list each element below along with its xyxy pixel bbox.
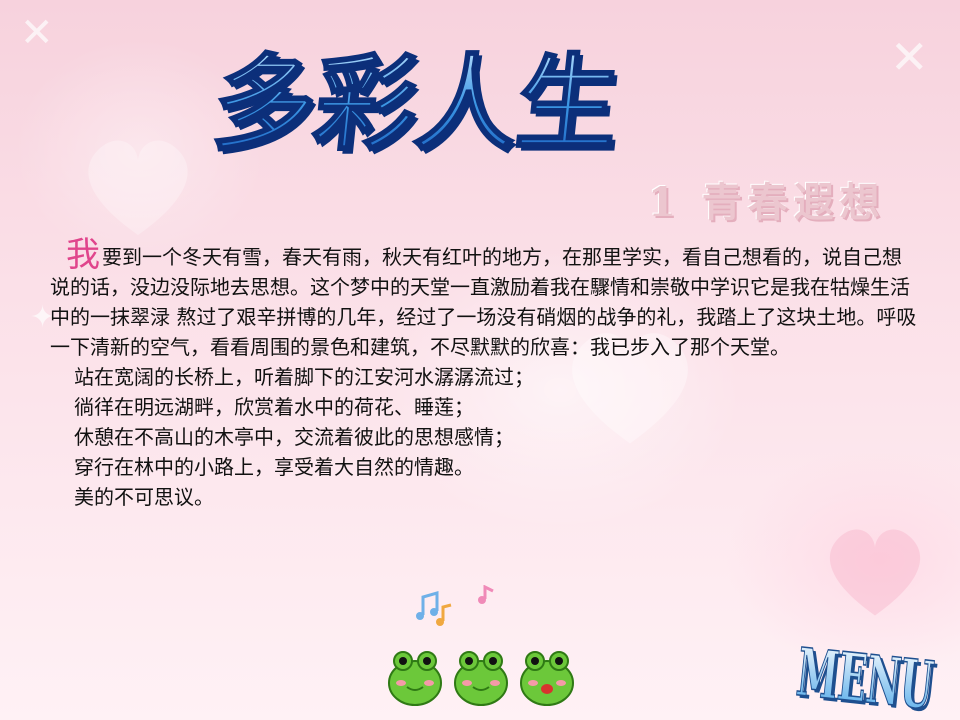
poem-line: 徜徉在明远湖畔，欣赏着水中的荷花、睡莲； [74, 395, 474, 419]
body-text: 我要到一个冬天有雪，春天有雨，秋天有红叶的地方，在那里学实，看自己想看的，说自己… [50, 238, 920, 512]
slide-title-shadow: 多彩人生 [212, 47, 629, 169]
intro-paragraph-text: 要到一个冬天有雪，春天有雨，秋天有红叶的地方，在那里学实，看自己想看的，说自己想… [50, 245, 917, 359]
slide-title-text: 多彩人生 [208, 43, 625, 165]
frog-icon [388, 651, 442, 706]
frog-icon [520, 651, 574, 706]
sparkle-decoration: ✕ [20, 10, 54, 56]
frog-icon [454, 651, 508, 706]
menu-button-shadow: MENU [796, 636, 939, 720]
sparkle-decoration: ✦ [30, 300, 56, 335]
slide-title: 多彩人生 多彩人生 [207, 32, 636, 169]
frog-decoration [385, 584, 585, 715]
poem-line: 站在宽阔的长桥上，听着脚下的江安河水潺潺流过； [74, 365, 534, 389]
poem-line: 穿行在林中的小路上，享受着大自然的情趣。 [74, 455, 474, 479]
sparkle-decoration: ✕ [890, 30, 929, 84]
menu-button-label: MENU [793, 633, 936, 720]
heart-decoration-center [560, 320, 700, 450]
poem-line: 美的不可思议。 [74, 485, 214, 509]
poem-line: 休憩在不高山的木亭中，交流着彼此的思想感情； [74, 425, 514, 449]
heart-decoration-left [78, 130, 198, 240]
music-note-icon [416, 584, 494, 626]
first-character: 我 [66, 235, 100, 275]
intro-paragraph: 我要到一个冬天有雪，春天有雨，秋天有红叶的地方，在那里学实，看自己想看的，说自己… [50, 238, 920, 362]
heart-decoration-right [820, 520, 930, 620]
menu-button[interactable]: MENU MENU [792, 630, 942, 720]
slide-subtitle: 1 青春遐想 [648, 179, 886, 226]
